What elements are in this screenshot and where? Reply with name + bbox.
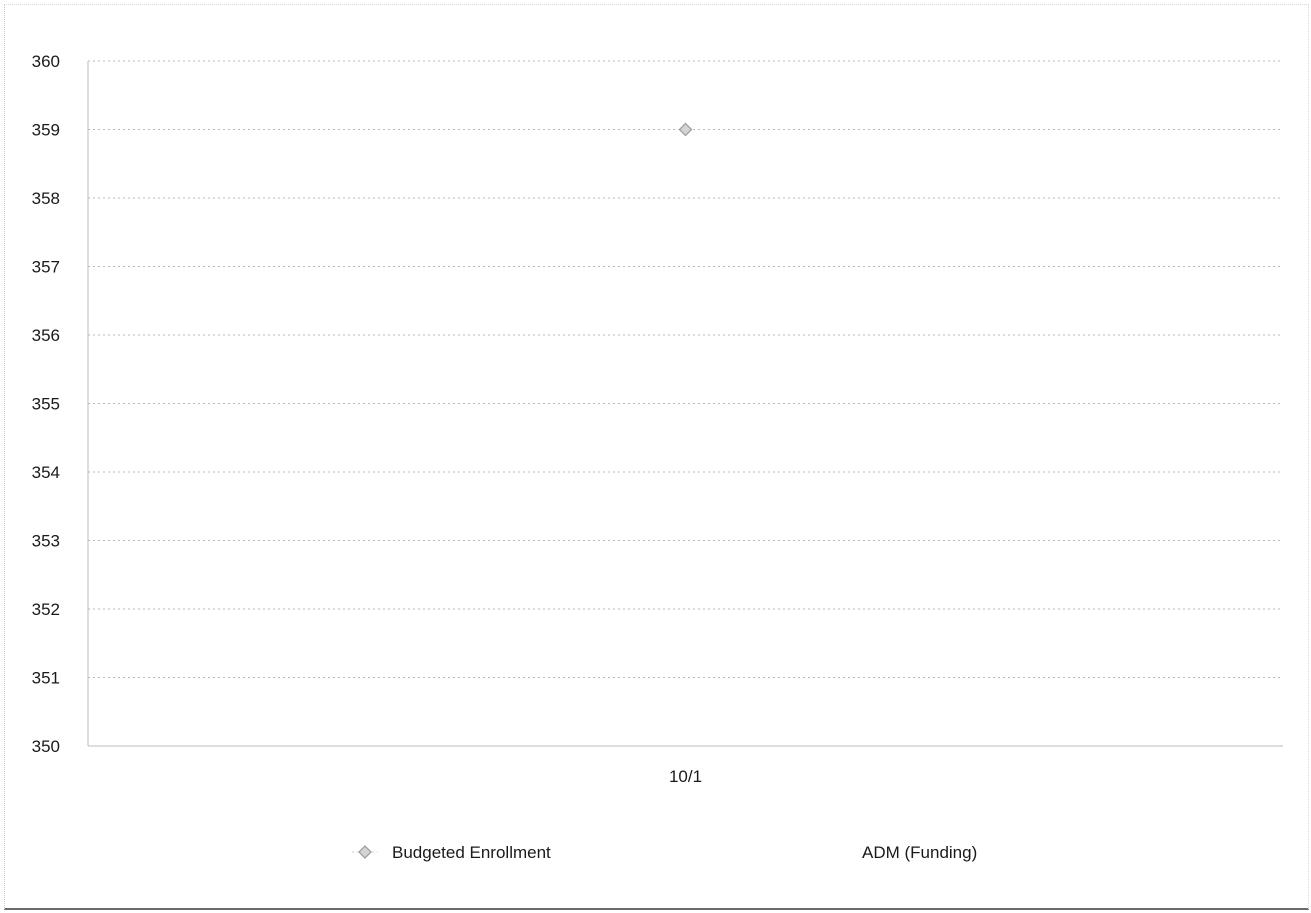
y-tick-label-356: 356 <box>32 326 60 345</box>
x-tick-label-0: 10/1 <box>669 767 702 786</box>
y-tick-label-355: 355 <box>32 395 60 414</box>
legend-marker-0 <box>359 846 371 858</box>
y-tick-label-360: 360 <box>32 52 60 71</box>
data-point-0-0 <box>680 124 692 136</box>
y-tick-label-354: 354 <box>32 463 60 482</box>
data-point-0-0-shape <box>680 124 692 136</box>
x-tick-labels: 10/1 <box>669 767 702 786</box>
y-tick-label-350: 350 <box>32 737 60 756</box>
y-tick-label-357: 357 <box>32 258 60 277</box>
series-markers <box>680 124 692 136</box>
legend-marker-0-shape <box>359 846 371 858</box>
y-tick-label-358: 358 <box>32 189 60 208</box>
y-tick-labels: 350 351 352 353 354 355 356 357 358 359 360 <box>32 52 60 756</box>
legend-label-1: ADM (Funding) <box>862 843 977 862</box>
y-tick-label-353: 353 <box>32 532 60 551</box>
legend: Budgeted Enrollment ADM (Funding) <box>352 843 977 862</box>
y-tick-label-351: 351 <box>32 669 60 688</box>
legend-item-1: ADM (Funding) <box>862 843 977 862</box>
legend-label-0: Budgeted Enrollment <box>392 843 551 862</box>
gridlines <box>88 61 1283 678</box>
legend-item-0: Budgeted Enrollment <box>352 843 551 862</box>
y-tick-label-359: 359 <box>32 121 60 140</box>
y-tick-label-352: 352 <box>32 600 60 619</box>
